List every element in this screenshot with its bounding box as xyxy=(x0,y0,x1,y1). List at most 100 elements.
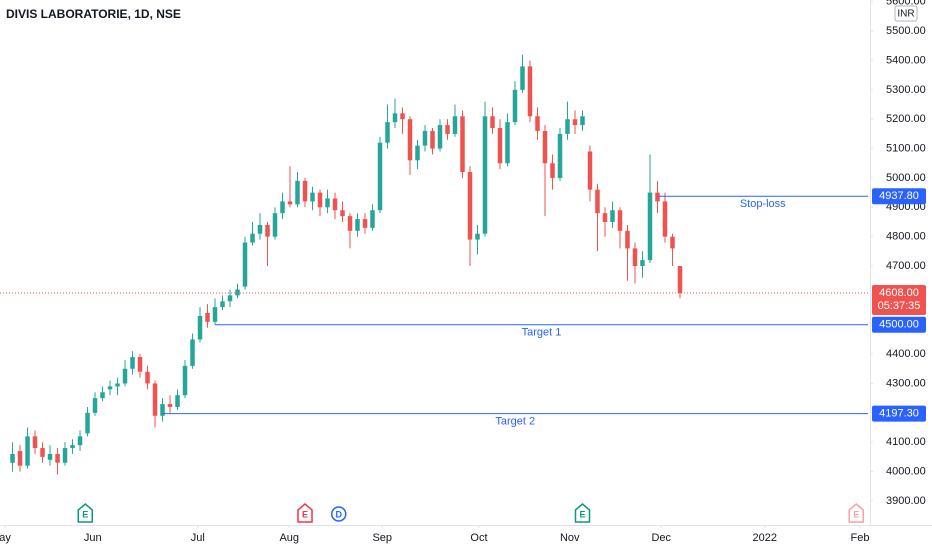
candle-body xyxy=(430,130,435,149)
event-label: D xyxy=(336,509,343,519)
y-tick-label: 4400.00 xyxy=(886,348,926,360)
candle-body xyxy=(512,89,518,123)
candle-body xyxy=(445,125,450,134)
event-icon[interactable] xyxy=(297,503,313,523)
x-tick-label: Dec xyxy=(651,532,671,544)
candle-body xyxy=(10,453,15,463)
y-tick-label: 5000.00 xyxy=(886,172,926,184)
x-tick-label: Jul xyxy=(191,532,205,544)
candle-body xyxy=(175,395,180,407)
x-tick-label: Feb xyxy=(850,532,869,544)
candle-body xyxy=(190,339,195,366)
candle-body xyxy=(265,224,270,237)
candle-body xyxy=(182,365,188,396)
candle-body xyxy=(130,357,135,369)
candle-body xyxy=(55,453,60,463)
candle-body xyxy=(212,307,218,322)
candle-body xyxy=(572,119,578,126)
x-tick-label: 2022 xyxy=(752,532,776,544)
candle-body xyxy=(122,368,128,384)
candle-body xyxy=(347,216,353,231)
candle-body xyxy=(32,436,38,449)
candle-body xyxy=(355,219,360,231)
candle-body xyxy=(70,445,75,449)
candle-body xyxy=(250,233,255,243)
candle-body xyxy=(160,404,165,416)
candle-body xyxy=(107,386,113,390)
event-icon[interactable] xyxy=(331,506,347,522)
candle-body xyxy=(167,404,173,407)
candle-body xyxy=(542,130,548,164)
candle-body xyxy=(415,145,420,161)
y-tick-label: 4900.00 xyxy=(886,201,926,213)
candle-body xyxy=(452,116,458,134)
candle-body xyxy=(392,113,398,123)
candle-body xyxy=(310,192,315,202)
candle-body xyxy=(205,313,210,322)
event-label: E xyxy=(302,509,308,519)
x-tick-label: ay xyxy=(0,532,11,544)
current-price-tag xyxy=(872,285,926,316)
candle-body xyxy=(332,198,338,211)
event-icon[interactable] xyxy=(77,503,94,523)
candle-body xyxy=(62,448,68,463)
candle-body xyxy=(587,151,593,190)
candle-body xyxy=(100,392,105,399)
candle-body xyxy=(47,453,53,460)
candle-body xyxy=(655,192,660,202)
candle-body xyxy=(115,383,120,387)
y-tick-label: 5600.00 xyxy=(886,0,926,8)
candle-body xyxy=(610,210,615,222)
event-label: E xyxy=(853,509,859,519)
candle-body xyxy=(527,66,533,117)
level-name: Target 2 xyxy=(495,416,535,428)
candle-body xyxy=(677,266,683,294)
candle-body xyxy=(460,116,465,173)
candle-body xyxy=(220,301,225,308)
candle-body xyxy=(505,122,510,164)
level-label: 4197.30 xyxy=(879,408,919,420)
candle-body xyxy=(227,295,233,302)
candle-body xyxy=(520,66,525,90)
y-tick-label: 4800.00 xyxy=(886,231,926,243)
x-tick-label: Sep xyxy=(372,532,392,544)
candle-body xyxy=(482,116,488,234)
y-tick-label: 5500.00 xyxy=(886,25,926,37)
candle-body xyxy=(25,436,30,466)
candle-body xyxy=(242,242,248,287)
candle-body xyxy=(617,210,623,231)
event-label: E xyxy=(579,509,585,519)
y-tick-label: 4000.00 xyxy=(886,465,926,477)
x-tick-label: Aug xyxy=(279,532,299,544)
event-icon[interactable] xyxy=(848,503,864,523)
candle-body xyxy=(272,213,278,237)
candle-body xyxy=(640,260,645,267)
candle-body xyxy=(77,436,83,446)
y-tick-label: 4700.00 xyxy=(886,260,926,272)
candle-body xyxy=(647,192,653,261)
y-tick-label: 4300.00 xyxy=(886,377,926,389)
candle-body xyxy=(535,116,540,131)
level-name: Target 1 xyxy=(522,327,562,339)
candle-body xyxy=(152,383,158,416)
candle-body xyxy=(580,116,585,126)
candle-body xyxy=(497,128,503,164)
candle-body xyxy=(602,213,608,222)
candle-body xyxy=(422,130,428,146)
candle-body xyxy=(362,219,368,228)
level-tag xyxy=(872,316,926,333)
candle-body xyxy=(137,357,143,372)
event-icon[interactable] xyxy=(574,503,591,523)
candle-body xyxy=(467,172,473,240)
candle-body xyxy=(625,230,630,249)
candle-body xyxy=(17,451,23,466)
level-tag xyxy=(872,405,926,422)
candle-body xyxy=(257,224,263,234)
candle-body xyxy=(490,116,495,129)
candle-body xyxy=(92,398,98,413)
candle-body xyxy=(475,233,480,240)
countdown-label: 05:37:35 xyxy=(878,300,921,312)
current-price-label: 4608.00 xyxy=(879,287,919,299)
